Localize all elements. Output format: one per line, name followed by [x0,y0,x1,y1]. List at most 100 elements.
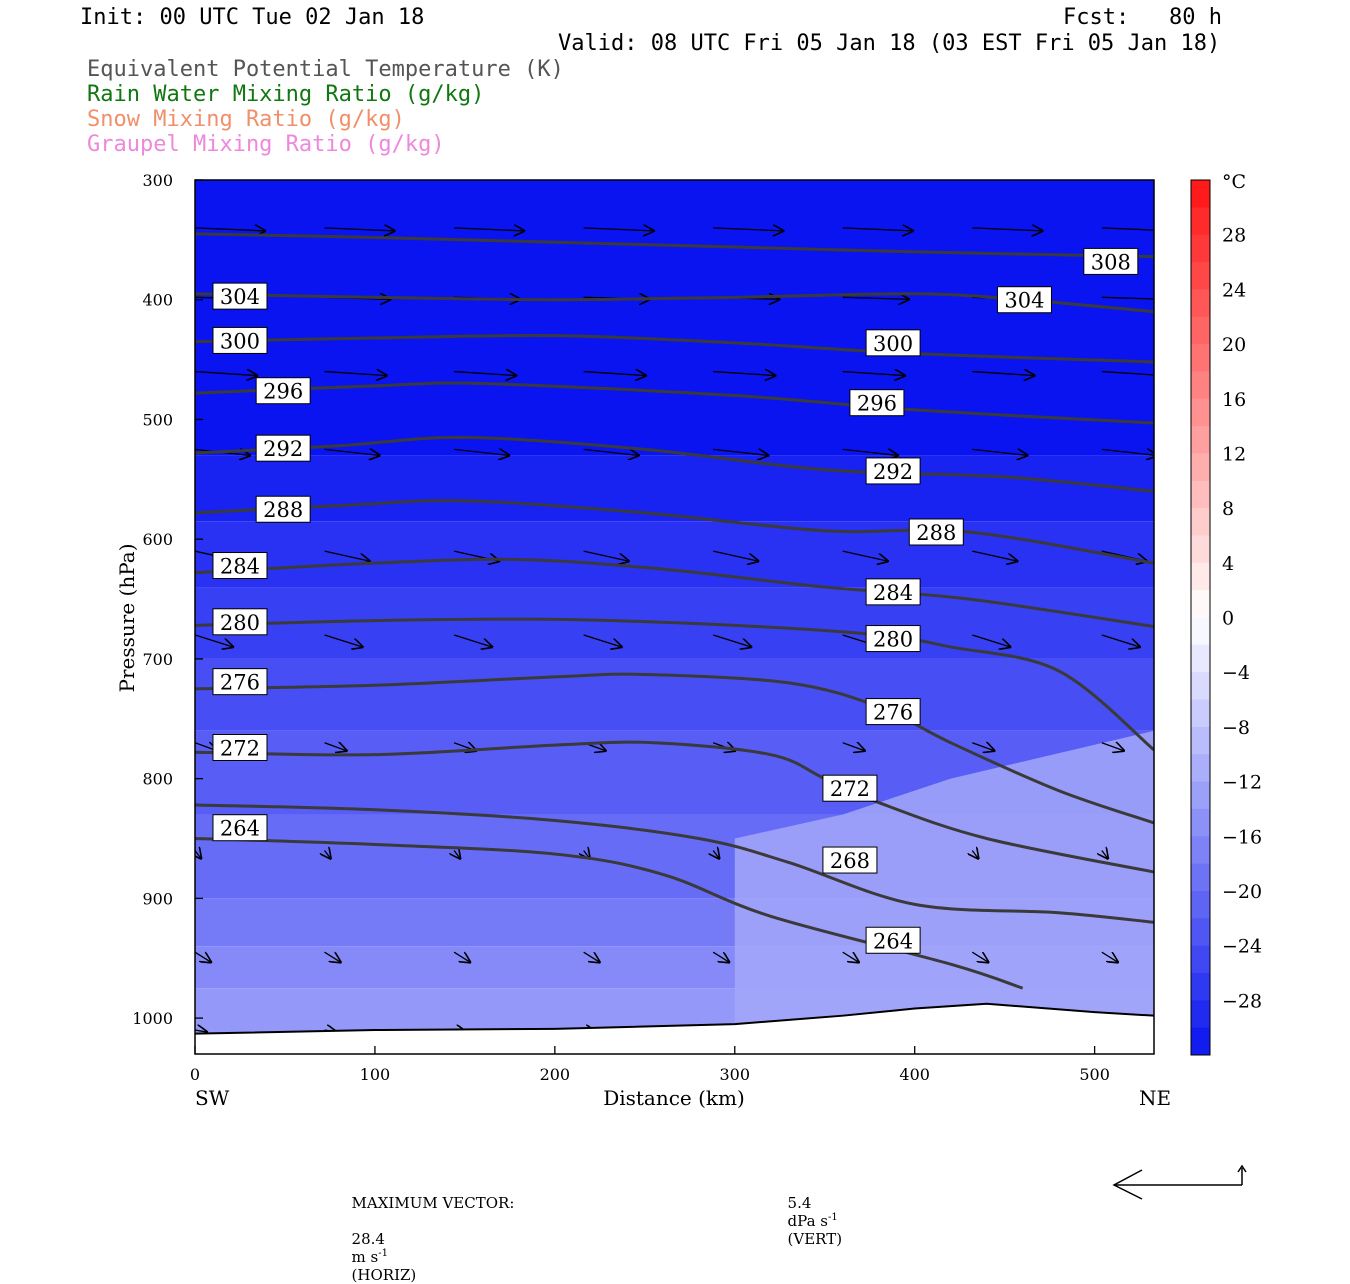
colorbar-segment [1191,590,1210,618]
wind-vector [195,372,257,376]
contour-label: 284 [873,581,913,605]
colorbar-segment [1191,863,1210,892]
wind-vector [454,449,509,455]
contour-label: 280 [220,611,260,635]
x-tick-label: 100 [360,1065,391,1084]
wind-vector [454,228,524,231]
contour-label-box [212,326,268,354]
wind-vector [712,951,729,962]
wind-vector [842,951,859,962]
colorbar-segment [1191,426,1210,454]
wind-vector [713,550,758,561]
colorbar-segment [1191,972,1210,1001]
max-vector-vert-value: 5.4 [787,1194,812,1212]
max-vector-label: MAXIMUM VECTOR: 28.4 m s-1 (HORIZ) [342,1176,515,1284]
theta-e-contour-276 [195,672,1154,825]
forecast-hour: Fcst: 80 h [1063,5,1222,30]
colorbar-segment [1191,808,1210,837]
max-vector-vert-unit: dPa s [787,1212,828,1230]
wind-vector [1101,296,1154,300]
contour-label-box [255,434,311,462]
theta-e-contour-264 [195,836,1024,990]
contour-label: 272 [220,737,260,761]
contour-label: 292 [873,460,913,484]
wind-vector [972,850,978,858]
contour-label: 300 [220,329,260,353]
colorbar-segment [1191,1027,1210,1056]
colorbar-segment [1191,262,1210,290]
colorbar-segment [1191,207,1210,236]
wind-vector [324,951,341,962]
colorbar-segment [1191,617,1210,646]
wind-vector [1101,743,1124,751]
colorbar-segment [1191,289,1210,318]
contour-label-box [255,495,311,523]
y-tick-label: 1000 [132,1009,173,1028]
x-tick-label: 400 [899,1065,930,1084]
wind-vector [454,850,460,858]
contour-label-box [865,625,921,653]
colorbar-segment [1191,699,1210,728]
colorbar-tick-label: 16 [1222,389,1246,411]
y-tick-label: 600 [142,530,173,549]
init-time: Init: 00 UTC Tue 02 Jan 18 [80,5,425,30]
contour-label-box [865,457,921,485]
theta-e-contour-296 [195,381,1154,425]
contour-label: 268 [830,849,870,873]
wind-vector [1102,850,1108,858]
x-end-left: SW [195,1086,230,1110]
colorbar-tick-label: 4 [1222,553,1234,575]
y-tick-label: 800 [142,770,173,789]
valid-time: Valid: 08 UTC Fri 05 Jan 18 (03 EST Fri … [558,31,1221,56]
axes: 300 400 500 600 700 800 900 1000 0 100 200 300 400 50… [132,171,1110,1084]
theta-e-contour-272 [195,740,1154,874]
contour-label-box [1083,247,1139,275]
wind-vector [453,634,492,647]
wind-vector [324,743,347,751]
wind-vector [1101,951,1118,962]
contour-label: 284 [220,555,260,579]
colorbar-segment [1191,344,1210,372]
contour-label: 264 [220,817,260,841]
wind-vector [972,743,994,751]
max-vector-arrow [1112,1164,1247,1200]
wind-vector [583,449,639,455]
warm-region-shading [734,730,1154,1054]
colorbar-segment [1191,781,1210,810]
colorbar-unit: °C [1222,171,1246,193]
wind-vector [324,550,370,561]
wind-vector [195,1030,207,1032]
contour-label-box [908,518,964,546]
contour-label: 296 [263,380,303,404]
wind-vector [842,297,909,299]
field-label-graupel: Graupel Mixing Ratio (g/kg) [87,132,445,157]
colorbar-tick-label: −4 [1222,662,1250,684]
wind-vector [324,228,395,231]
wind-vector [195,951,211,962]
wind-vector [842,550,888,561]
contour-label-box [996,286,1052,314]
wind-vector [454,372,516,376]
contour-label-box [865,698,921,726]
y-axis-label: Pressure (hPa) [115,544,139,693]
colorbar-tick-label: −24 [1222,936,1262,958]
max-vector-horiz-tag: (HORIZ) [351,1266,417,1284]
wind-vector [713,372,775,376]
y-tick-label: 900 [142,889,173,908]
temperature-band [195,658,1154,731]
wind-vector [972,228,1042,231]
contour-label: 292 [263,437,303,461]
wind-vector [972,449,1027,455]
colorbar-segment [1191,453,1210,482]
y-tick-label: 500 [142,410,173,429]
colorbar-segment [1191,371,1210,400]
max-vector-vert-tag: (VERT) [787,1230,843,1248]
terrain-line [195,1002,1154,1035]
wind-vector [842,228,913,231]
contour-label-box [865,329,921,357]
wind-vector [195,634,233,647]
colorbar-tick-label: −16 [1222,826,1262,848]
colorbar-segment [1191,480,1210,509]
wind-vector [453,951,470,962]
